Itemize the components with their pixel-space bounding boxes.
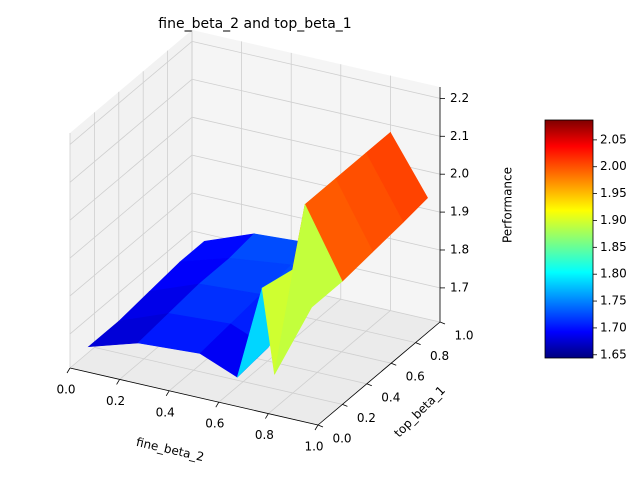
colorbar: 1.65 1.70 1.75 1.80 1.85 1.90 1.95 2.00 2.05 [544,119,627,361]
x-tick-label: 1.0 [304,440,323,454]
grid-line [69,154,193,259]
y-tick [317,424,324,428]
z-tick-label: 2.2 [450,91,469,105]
x-tick [66,367,71,374]
grid-line [69,230,193,335]
colorbar-tick-label: 1.85 [600,240,627,254]
grid-line [69,78,193,183]
x-axis-label: fine_beta_2 [135,435,206,464]
grid-line [268,310,391,414]
y-tick [415,342,421,345]
surface-face [274,203,343,375]
z-tick-label: 2.1 [450,129,469,143]
z-axis-label: Performance [501,167,515,243]
colorbar-tick-label: 1.95 [600,186,627,200]
z-tick-label: 2.0 [450,167,469,181]
colorbar-tick-label: 1.90 [600,213,627,227]
colorbar-tick-label: 2.00 [600,159,627,173]
x-tick [116,379,120,385]
grid-line [69,41,193,145]
x-tick-label: 0.6 [205,417,224,431]
y-tick-label: 0.2 [357,411,376,425]
x-tick-label: 0.4 [156,405,175,419]
z-tick-label: 1.8 [450,242,469,256]
z-tick-label: 1.9 [450,205,469,219]
y-tick [342,404,348,407]
x-axis-line [69,367,319,426]
x-tick-label: 0.0 [56,383,75,397]
x-tick [265,413,269,419]
colorbar-tick-label: 1.75 [600,294,627,308]
y-axis-line [317,321,441,426]
grid-line [191,78,441,137]
y-tick-label: 0.6 [406,370,425,384]
x-tick [215,401,220,408]
y-tick-label: 0.0 [332,432,351,446]
grid-line [69,116,193,221]
colorbar-body [544,119,594,359]
y-tick [366,383,372,387]
grid-line [191,41,441,99]
surface [87,131,428,379]
x-tick-label: 0.2 [106,394,125,408]
grid-line [69,192,193,297]
x-tick-label: 0.8 [255,428,274,442]
colorbar-tick-label: 1.70 [600,320,627,334]
colorbar-tick-label: 1.65 [600,347,627,361]
chart-title: fine_beta_2 and top_beta_1 [158,16,351,32]
y-tick-label: 0.4 [381,390,400,404]
y-tick-label: 1.0 [454,329,473,343]
grid-line [94,347,343,405]
x-tick [165,390,170,397]
z-tick-label: 1.7 [450,280,469,294]
colorbar-tick-label: 2.05 [600,132,627,146]
y-tick-label: 0.8 [430,349,449,363]
y-tick [391,362,397,366]
colorbar-tick-label: 1.80 [600,267,627,281]
y-tick [439,321,446,325]
x-tick [314,424,319,431]
